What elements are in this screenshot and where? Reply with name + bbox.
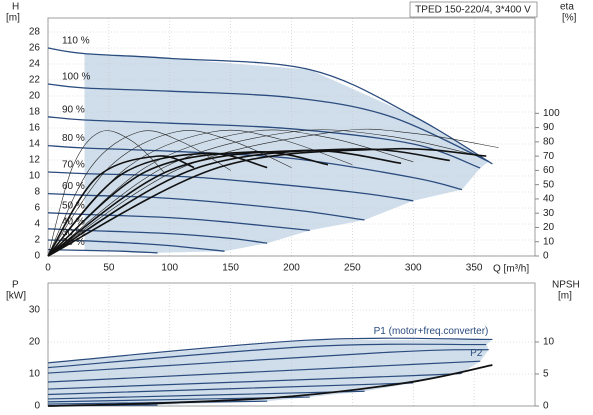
y-tick-label: 20 (29, 91, 41, 102)
curve (47, 248, 158, 254)
curve-y2 (47, 130, 166, 257)
x-tick-label: 350 (466, 263, 483, 274)
y-tick-label: 6 (34, 203, 40, 214)
curve (47, 349, 489, 374)
curve-y2 (47, 155, 195, 257)
curve (47, 83, 490, 163)
y2-tick-label: 30 (543, 208, 555, 219)
x-tick-label: 200 (283, 263, 300, 274)
curve (47, 360, 481, 383)
y2-tick-label: 0 (543, 401, 549, 412)
y-tick-label: 28 (29, 27, 41, 38)
y-tick-label: 10 (29, 171, 41, 182)
legend-label: P2 (470, 348, 483, 359)
y-tick-label: 12 (29, 155, 41, 166)
curve-label: 20 % (62, 237, 85, 248)
y2-axis-label: eta (560, 2, 574, 13)
x-tick-label: 50 (103, 263, 115, 274)
curve-y2 (47, 130, 292, 257)
curve-y2 (47, 151, 329, 257)
y-tick-label: 10 (29, 369, 41, 380)
y-axis-unit: [kW] (6, 291, 26, 302)
curve (47, 171, 414, 202)
y-tick-label: 26 (29, 43, 41, 54)
y-tick-label: 20 (29, 337, 41, 348)
y2-tick-label: 10 (543, 337, 555, 348)
plot-frame (47, 282, 536, 407)
y-tick-label: 4 (34, 219, 40, 230)
y2-tick-label: 90 (543, 122, 555, 133)
curve-y2 (47, 128, 499, 257)
curve-label: 90 % (62, 104, 85, 115)
curve-label: 40 % (62, 216, 85, 227)
y2-tick-label: 5 (543, 369, 549, 380)
curve-y2 (47, 149, 402, 257)
operating-region (48, 339, 493, 406)
y2-tick-label: 0 (543, 251, 549, 262)
y-tick-label: 2 (34, 235, 40, 246)
y2-tick-label: 80 (543, 137, 555, 148)
y-tick-label: 30 (29, 305, 41, 316)
curve-label: 60 % (62, 181, 85, 192)
chart-title: TPED 150-220/4, 3*400 V (415, 5, 531, 16)
y-tick-label: 16 (29, 123, 41, 134)
y2-tick-label: 40 (543, 194, 555, 205)
plot-frame (47, 17, 536, 257)
curve-label: 110 % (62, 36, 90, 47)
x-tick-label: 250 (344, 263, 361, 274)
curve (47, 116, 481, 169)
x-tick-label: 300 (405, 263, 422, 274)
y2-tick-label: 10 (543, 236, 555, 247)
y-tick-label: 14 (29, 139, 41, 150)
y2-axis-unit: [%] (562, 13, 577, 24)
y2-axis-label: NPSH (552, 280, 580, 291)
y2-axis-unit: [m] (558, 291, 572, 302)
curve-y2 (47, 148, 450, 257)
x-tick-label: 0 (45, 263, 51, 274)
y-tick-label: 18 (29, 107, 41, 118)
curve (47, 212, 310, 232)
y2-tick-label: 100 (543, 108, 560, 119)
curve-label: 100 % (62, 72, 90, 83)
y-tick-label: 22 (29, 75, 41, 86)
y2-tick-label: 20 (543, 222, 555, 233)
curve-y2 (47, 130, 231, 257)
curve (47, 47, 493, 165)
y-tick-label: 0 (34, 401, 40, 412)
y-axis-label: P (12, 280, 19, 291)
y2-tick-label: 50 (543, 179, 555, 190)
x-tick-label: 150 (222, 263, 239, 274)
curve-y2 (47, 129, 414, 257)
curve-y2 (47, 129, 481, 257)
y-axis-unit: [m] (6, 13, 20, 24)
y2-tick-label: 60 (543, 165, 555, 176)
curve (47, 192, 365, 221)
y-tick-label: 0 (34, 251, 40, 262)
curve (47, 343, 487, 369)
y-tick-label: 8 (34, 187, 40, 198)
curve (47, 337, 493, 364)
operating-region (84, 53, 493, 253)
y2-tick-label: 70 (543, 151, 555, 162)
title-box (409, 1, 538, 18)
legend-label: P1 (motor+freq.converter) (374, 326, 489, 337)
y-axis-label: H (12, 2, 19, 13)
curve (47, 382, 414, 396)
curve (47, 372, 462, 390)
curve-y2 (47, 147, 487, 257)
curve-label: 80 % (62, 133, 85, 144)
y-tick-label: 24 (29, 59, 41, 70)
curve-y2 (47, 364, 493, 407)
curve-label: 50 % (62, 200, 85, 211)
x-tick-label: 100 (161, 263, 178, 274)
curve-label: 30 % (62, 228, 85, 239)
x-axis-label: Q [m³/h] (493, 264, 529, 275)
curve (47, 228, 268, 244)
